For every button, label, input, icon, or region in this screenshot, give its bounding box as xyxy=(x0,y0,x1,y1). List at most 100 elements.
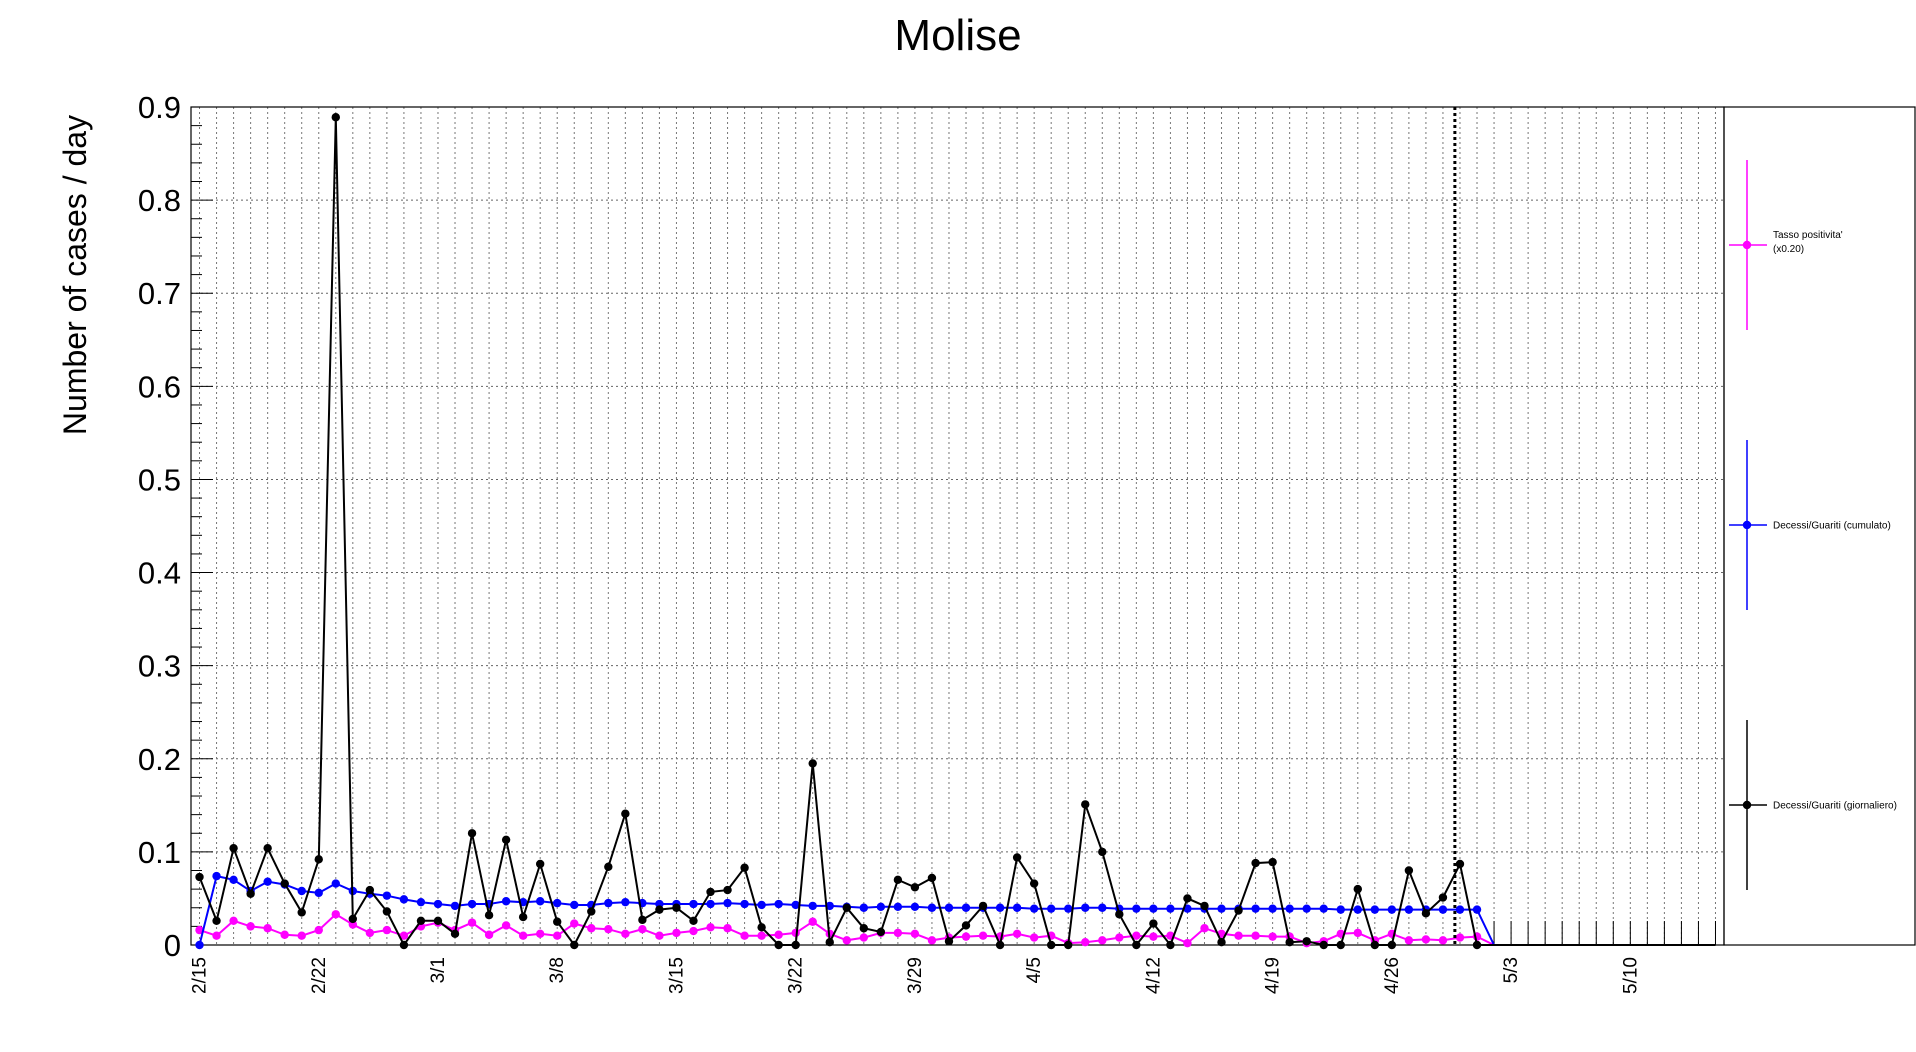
data-point xyxy=(467,829,477,838)
data-point xyxy=(740,863,749,872)
data-point xyxy=(1268,904,1277,913)
x-tick-label: 5/10 xyxy=(1620,957,1641,994)
data-point xyxy=(501,835,511,844)
data-point xyxy=(450,901,460,911)
x-tick-label: 4/19 xyxy=(1263,957,1284,994)
data-point xyxy=(995,940,1005,950)
data-point xyxy=(433,899,443,909)
data-point xyxy=(910,902,920,912)
data-point xyxy=(893,902,903,912)
data-point xyxy=(535,897,545,906)
data-point xyxy=(1217,904,1226,913)
data-point xyxy=(825,938,834,947)
data-point xyxy=(1472,905,1482,914)
data-point xyxy=(331,113,340,122)
data-point xyxy=(331,910,340,919)
y-tick-label: 0.6 xyxy=(138,369,181,404)
x-tick-label: 4/26 xyxy=(1382,957,1403,994)
data-point xyxy=(1438,893,1448,902)
data-point xyxy=(740,931,749,940)
x-tick-label: 4/12 xyxy=(1143,957,1164,994)
data-point xyxy=(1012,929,1022,939)
data-point xyxy=(348,914,358,924)
data-point xyxy=(1353,905,1362,914)
data-point xyxy=(740,899,749,909)
data-point xyxy=(501,897,511,906)
data-point xyxy=(1234,931,1243,940)
data-point xyxy=(825,901,834,911)
y-tick-label: 0.9 xyxy=(138,90,181,125)
data-point xyxy=(399,940,409,950)
data-point xyxy=(1353,884,1362,894)
data-point xyxy=(1404,936,1414,945)
data-point xyxy=(961,903,971,912)
data-point xyxy=(1081,903,1090,912)
data-point xyxy=(1149,919,1158,928)
data-point xyxy=(1200,924,1209,933)
data-point xyxy=(893,875,903,885)
data-point xyxy=(604,924,613,934)
data-point xyxy=(859,903,869,912)
data-point xyxy=(246,922,255,931)
data-point xyxy=(1251,858,1260,868)
legend: Tasso positivita' (x0.20) Decessi/Guariti … xyxy=(1729,160,1897,890)
data-point xyxy=(1081,938,1090,947)
data-point xyxy=(297,931,306,940)
data-point xyxy=(672,928,681,938)
grid xyxy=(191,106,1724,945)
data-point xyxy=(1166,940,1175,950)
data-point xyxy=(314,888,323,898)
data-point xyxy=(1029,879,1039,888)
data-point xyxy=(655,931,664,940)
data-point xyxy=(1217,938,1226,947)
y-axis-label: Number of cases / day xyxy=(57,115,93,435)
y-tick-label: 0.8 xyxy=(138,183,181,218)
data-point xyxy=(1370,940,1380,950)
data-point xyxy=(297,908,306,917)
data-point xyxy=(1404,866,1414,875)
data-point xyxy=(1251,904,1260,913)
x-tick-label: 3/29 xyxy=(905,957,926,994)
data-point xyxy=(1115,933,1124,942)
data-point xyxy=(893,928,903,938)
data-point xyxy=(655,905,664,914)
data-point xyxy=(706,887,715,897)
data-point xyxy=(910,883,920,892)
data-point xyxy=(416,916,426,925)
data-point xyxy=(808,917,817,926)
data-point xyxy=(689,899,698,909)
data-point xyxy=(1098,936,1107,945)
data-point xyxy=(774,940,783,950)
data-point xyxy=(229,916,238,925)
data-point xyxy=(961,921,971,930)
data-point xyxy=(927,873,937,883)
legend-marker xyxy=(1742,800,1752,810)
data-point xyxy=(842,903,851,912)
data-point xyxy=(1387,905,1397,914)
data-point xyxy=(1149,904,1158,913)
data-point xyxy=(808,901,817,911)
data-point xyxy=(774,930,783,939)
data-point xyxy=(1132,904,1141,913)
data-point xyxy=(1353,928,1362,938)
data-point xyxy=(995,903,1005,912)
x-tick-label: 2/15 xyxy=(190,957,211,994)
data-point xyxy=(1183,894,1192,903)
data-point xyxy=(1404,905,1414,914)
data-point xyxy=(212,871,221,881)
data-point xyxy=(1234,906,1243,915)
y-tick-label: 0.4 xyxy=(138,556,181,591)
data-point xyxy=(195,872,204,882)
data-point xyxy=(621,897,630,907)
y-axis: 0 0.1 0.2 0.3 0.4 0.5 0.6 0.7 0.8 0.9 xyxy=(138,90,213,963)
data-point xyxy=(263,843,272,853)
data-point xyxy=(365,928,375,938)
data-point xyxy=(331,879,340,888)
data-point xyxy=(484,930,494,939)
data-point xyxy=(535,859,545,869)
legend-label: Decessi/Guariti (giornaliero) xyxy=(1773,801,1897,812)
data-point xyxy=(1455,859,1465,869)
data-point xyxy=(1336,905,1345,914)
data-point xyxy=(1046,904,1056,913)
data-point xyxy=(314,925,323,935)
